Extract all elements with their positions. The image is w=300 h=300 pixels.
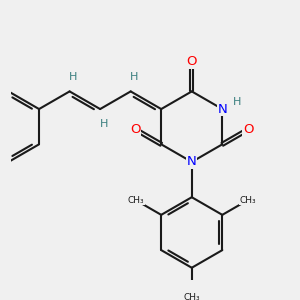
Text: N: N [218,103,227,116]
Text: O: O [243,123,254,136]
Text: H: H [69,72,77,82]
Text: CH₃: CH₃ [184,292,200,300]
Text: N: N [187,155,196,169]
Text: O: O [187,55,197,68]
Text: CH₃: CH₃ [128,196,144,205]
Text: H: H [233,97,241,106]
Text: CH₃: CH₃ [239,196,256,205]
Text: H: H [130,72,139,82]
Text: H: H [100,119,108,129]
Text: O: O [130,123,140,136]
